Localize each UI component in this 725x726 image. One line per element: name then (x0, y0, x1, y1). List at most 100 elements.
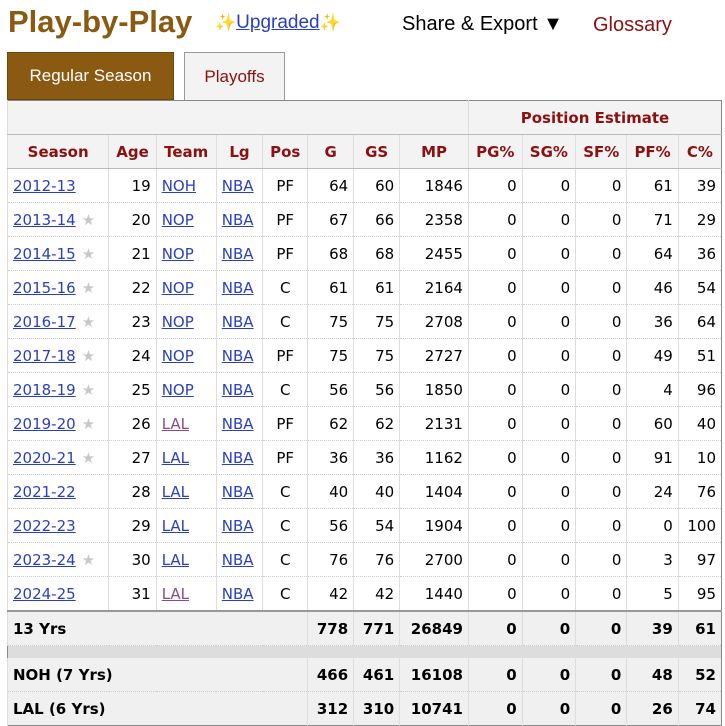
team-link[interactable]: LAL (161, 516, 190, 535)
column-header-pf-pct[interactable]: PF% (626, 134, 679, 169)
pf-total: 26 (626, 691, 679, 726)
pg-cell: 0 (467, 304, 523, 339)
age-cell: 28 (108, 474, 157, 509)
season-link[interactable]: 2021-22 (13, 482, 76, 501)
team-link[interactable]: LAL (161, 414, 190, 433)
column-header-g[interactable]: G (307, 134, 354, 169)
position-cell: PF (262, 236, 308, 271)
column-header-team[interactable]: Team (155, 134, 217, 169)
league-cell: NBA (215, 474, 263, 509)
team-link[interactable]: NOP (161, 312, 194, 331)
pg-cell: 0 (467, 406, 523, 441)
pg-cell: 0 (467, 440, 523, 475)
position-cell: C (262, 474, 308, 509)
team-link[interactable]: NOP (161, 210, 194, 229)
share-export-menu[interactable]: Share & Export ▼ (402, 13, 563, 35)
team-link[interactable]: LAL (161, 584, 190, 603)
league-link[interactable]: NBA (221, 278, 254, 297)
c-cell: 95 (677, 576, 722, 612)
column-header-mp[interactable]: MP (399, 134, 469, 169)
table-row: 2018-19 ★ 25 NOP NBA C 56 56 1850 0 0 0 4 96 (6, 372, 722, 407)
team-cell: LAL (155, 440, 217, 475)
team-link[interactable]: NOH (161, 176, 197, 195)
team-link[interactable]: LAL (161, 550, 190, 569)
g-cell: 56 (307, 372, 354, 407)
season-link[interactable]: 2017-18 (13, 346, 76, 365)
team-link[interactable]: LAL (161, 482, 190, 501)
team-link[interactable]: NOP (161, 380, 194, 399)
league-link[interactable]: NBA (221, 244, 254, 263)
column-header-season[interactable]: Season (6, 134, 109, 169)
all-star-icon: ★ (81, 346, 96, 365)
league-link[interactable]: NBA (221, 380, 254, 399)
column-header-sf-pct[interactable]: SF% (575, 134, 627, 169)
column-header-sg-pct[interactable]: SG% (521, 134, 576, 169)
column-header-pos[interactable]: Pos (262, 134, 308, 169)
season-link[interactable]: 2013-14 (13, 210, 76, 229)
table-row: 2023-24 ★ 30 LAL NBA C 76 76 2700 0 0 0 3 97 (6, 542, 722, 577)
league-link[interactable]: NBA (221, 210, 254, 229)
table-row: 2013-14 ★ 20 NOP NBA PF 67 66 2358 0 0 0 71 29 (6, 202, 722, 237)
season-link[interactable]: 2015-16 (13, 278, 76, 297)
glossary-link[interactable]: Glossary (593, 14, 672, 36)
league-link[interactable]: NBA (221, 346, 254, 365)
pf-cell: 49 (626, 338, 679, 373)
column-header-age[interactable]: Age (108, 134, 157, 169)
column-header-lg[interactable]: Lg (215, 134, 263, 169)
season-link[interactable]: 2023-24 (13, 550, 76, 569)
season-link[interactable]: 2019-20 (13, 414, 76, 433)
position-cell: C (262, 372, 308, 407)
age-cell: 27 (108, 440, 157, 475)
column-header-gs[interactable]: GS (353, 134, 400, 169)
c-total: 61 (677, 610, 722, 646)
league-link[interactable]: NBA (221, 312, 254, 331)
team-link[interactable]: NOP (161, 278, 194, 297)
gs-cell: 36 (353, 440, 400, 475)
season-link[interactable]: 2016-17 (13, 312, 76, 331)
league-link[interactable]: NBA (221, 516, 254, 535)
season-link[interactable]: 2012-13 (13, 176, 76, 195)
column-header-pg-pct[interactable]: PG% (467, 134, 523, 169)
all-star-icon: ★ (81, 550, 96, 569)
column-header-c-pct[interactable]: C% (677, 134, 722, 169)
age-cell: 21 (108, 236, 157, 271)
season-link[interactable]: 2024-25 (13, 584, 76, 603)
league-link[interactable]: NBA (221, 482, 254, 501)
team-link[interactable]: NOP (161, 346, 194, 365)
position-cell: PF (262, 338, 308, 373)
gs-cell: 75 (353, 338, 400, 373)
sf-cell: 0 (575, 576, 627, 612)
g-cell: 56 (307, 508, 354, 543)
pg-total: 0 (467, 691, 523, 726)
tab-playoffs[interactable]: Playoffs (184, 52, 285, 100)
season-link[interactable]: 2020-21 (13, 448, 76, 467)
season-cell: 2021-22 (6, 474, 109, 509)
league-cell: NBA (215, 202, 263, 237)
league-link[interactable]: NBA (221, 584, 254, 603)
tab-regular-season[interactable]: Regular Season (7, 52, 174, 100)
season-link[interactable]: 2014-15 (13, 244, 76, 263)
league-link[interactable]: NBA (221, 448, 254, 467)
league-cell: NBA (215, 270, 263, 305)
season-cell: 2019-20 ★ (6, 406, 109, 441)
league-link[interactable]: NBA (221, 550, 254, 569)
pg-total: 0 (467, 658, 523, 692)
position-cell: C (262, 270, 308, 305)
position-estimate-header: Position Estimate (467, 100, 722, 135)
table-row: 2019-20 ★ 26 LAL NBA PF 62 62 2131 0 0 0 60 40 (6, 406, 722, 441)
sg-cell: 0 (521, 576, 576, 612)
team-cell: NOP (155, 202, 217, 237)
sf-cell: 0 (575, 270, 627, 305)
team-link[interactable]: NOP (161, 244, 194, 263)
season-link[interactable]: 2018-19 (13, 380, 76, 399)
gs-cell: 42 (353, 576, 400, 612)
league-link[interactable]: NBA (221, 176, 254, 195)
season-link[interactable]: 2022-23 (13, 516, 76, 535)
g-cell: 75 (307, 304, 354, 339)
upgraded-link[interactable]: Upgraded (236, 12, 320, 33)
upgraded-badge: ✨Upgraded✨ (215, 12, 341, 34)
league-link[interactable]: NBA (221, 414, 254, 433)
sg-cell: 0 (521, 304, 576, 339)
team-link[interactable]: LAL (161, 448, 190, 467)
gs-total: 310 (353, 691, 400, 726)
